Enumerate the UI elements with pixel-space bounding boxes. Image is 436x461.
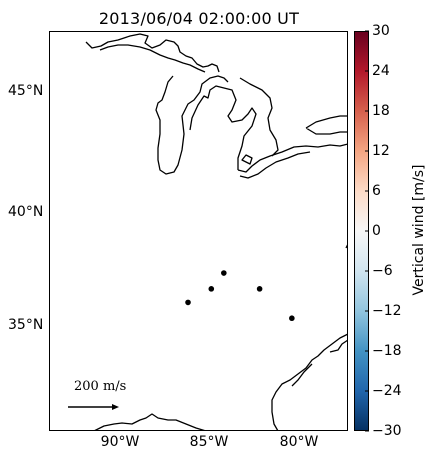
coastline-sandusky: [241, 154, 253, 165]
coastline-gulf: [93, 413, 207, 431]
coastline-lake-erie-south: [239, 151, 311, 179]
coastline-georgian-bay: [239, 77, 279, 157]
lon-label-85w: 85°W: [189, 434, 229, 450]
coastline-lake-michigan-west: [155, 75, 229, 175]
colorbar-tick-label: −12: [372, 303, 402, 319]
map-frame: [49, 31, 348, 431]
colorbar-tick-label: −18: [372, 343, 402, 359]
lon-label-80w: 80°W: [279, 434, 319, 450]
coastline-lower-michigan: [189, 85, 257, 170]
colorbar-tick-label: 30: [372, 23, 390, 39]
coastline-north: [85, 33, 220, 73]
colorbar-label: Vertical wind [m/s]: [411, 164, 427, 296]
station-marker: [208, 286, 215, 292]
plot-title: 2013/06/04 02:00:00 UT: [98, 9, 300, 28]
colorbar-tick-label: 18: [372, 103, 390, 119]
scale-arrow-head: [112, 404, 119, 410]
colorbar-tick-label: −24: [372, 383, 402, 399]
station-marker: [256, 286, 263, 292]
lat-label-35: 35°N: [8, 317, 44, 333]
coastline-lake-ontario: [305, 115, 348, 135]
colorbar-tick-label: 6: [372, 183, 381, 199]
colorbar-tick-label: 12: [372, 143, 390, 159]
colorbar-tick-label: −30: [372, 423, 402, 439]
colorbar-tick-label: 24: [372, 63, 390, 79]
station-marker: [185, 299, 191, 306]
coastlines: [85, 33, 348, 431]
coastline-lake-erie: [237, 143, 348, 173]
station-marker: [221, 270, 227, 276]
station-markers: [185, 270, 295, 322]
coastline-superior-south: [99, 44, 206, 73]
coastline-atlantic: [271, 333, 348, 431]
colorbar-ticks: [365, 30, 369, 432]
lat-label-45: 45°N: [8, 83, 44, 99]
lon-label-90w: 90°W: [100, 434, 140, 450]
scale-arrow: [68, 404, 119, 410]
colorbar-tick-label: −6: [372, 263, 393, 279]
coastline-atlantic-inner: [291, 339, 348, 387]
colorbar-tick-label: 0: [372, 223, 381, 239]
colorbar: [354, 31, 369, 431]
lat-label-40: 40°N: [8, 204, 44, 220]
scale-arrow-label: 200 m/s: [74, 379, 127, 394]
station-marker: [289, 315, 295, 322]
